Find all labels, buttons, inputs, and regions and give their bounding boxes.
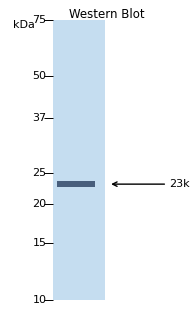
Text: 10: 10	[32, 295, 47, 305]
Text: 37: 37	[32, 113, 47, 123]
Text: 23kDa: 23kDa	[169, 179, 190, 189]
Text: kDa: kDa	[13, 20, 35, 30]
Text: 75: 75	[32, 15, 47, 25]
Text: 50: 50	[32, 71, 47, 81]
Text: 15: 15	[32, 239, 47, 248]
Text: 25: 25	[32, 167, 47, 178]
Bar	[53, 20, 104, 300]
Bar	[57, 181, 95, 187]
Text: 20: 20	[32, 198, 47, 209]
Text: Western Blot: Western Blot	[69, 8, 144, 21]
